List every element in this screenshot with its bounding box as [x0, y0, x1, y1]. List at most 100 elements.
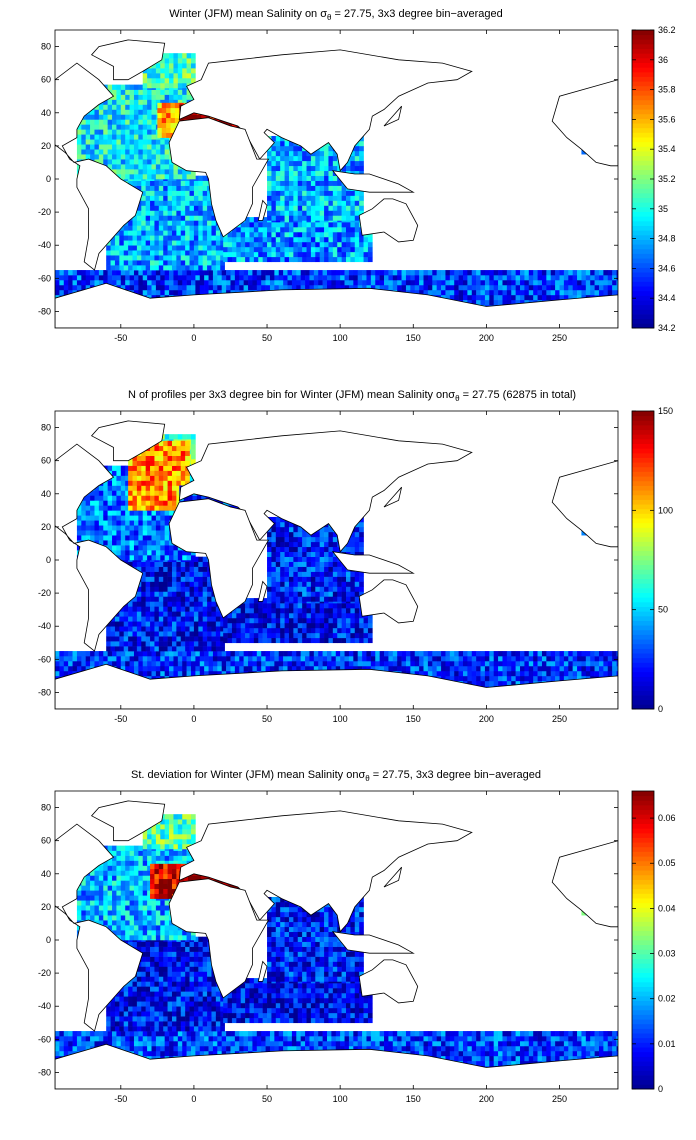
data-cell	[353, 656, 359, 662]
data-cell	[198, 205, 203, 211]
data-cell	[484, 289, 490, 296]
data-cell	[150, 576, 155, 582]
data-cell	[310, 180, 316, 186]
data-cell	[306, 205, 312, 211]
data-cell	[169, 169, 174, 175]
data-cell	[155, 139, 161, 145]
data-cell	[167, 601, 173, 607]
data-cell	[258, 231, 263, 238]
data-cell	[217, 660, 223, 667]
data-cell	[198, 566, 203, 572]
data-cell	[198, 586, 203, 592]
data-cell	[319, 170, 325, 176]
data-cell	[231, 251, 237, 258]
data-cell	[603, 670, 609, 677]
data-cell	[537, 670, 543, 677]
data-cell	[160, 169, 165, 175]
data-cell	[537, 279, 543, 286]
data-cell	[462, 294, 468, 301]
data-cell	[528, 294, 534, 301]
data-cell	[370, 270, 376, 276]
data-cell	[116, 270, 122, 276]
data-cell	[195, 651, 201, 657]
data-cell	[123, 606, 129, 612]
data-cell	[319, 165, 325, 172]
data-cell	[151, 129, 157, 135]
data-cell	[616, 665, 618, 672]
data-cell	[145, 621, 151, 627]
data-cell	[112, 119, 117, 125]
data-cell	[141, 190, 146, 196]
data-cell	[476, 294, 481, 301]
data-cell	[211, 250, 217, 256]
data-cell	[296, 665, 301, 672]
data-cell	[154, 581, 160, 587]
data-cell	[449, 289, 455, 296]
data-cell	[359, 246, 364, 253]
data-cell	[271, 190, 277, 196]
data-cell	[245, 217, 250, 223]
data-cell	[240, 231, 246, 238]
data-cell	[193, 200, 199, 206]
data-cell	[271, 160, 277, 167]
data-cell	[267, 185, 272, 191]
data-cell	[262, 251, 268, 258]
data-cell	[161, 102, 167, 109]
data-cell	[133, 279, 139, 286]
data-cell	[441, 270, 446, 276]
data-cell	[315, 205, 320, 211]
data-cell	[138, 174, 144, 180]
data-cell	[410, 270, 416, 276]
data-cell	[271, 175, 277, 181]
data-cell	[81, 134, 87, 140]
data-cell	[133, 154, 139, 160]
data-cell	[208, 651, 214, 657]
colorbar-segment	[632, 295, 654, 301]
data-cell	[306, 190, 312, 196]
data-cell	[357, 275, 363, 281]
data-cell	[515, 284, 521, 291]
data-cell	[353, 665, 359, 672]
data-cell	[164, 289, 170, 296]
data-cell	[319, 190, 325, 196]
data-cell	[256, 275, 262, 281]
data-cell	[318, 279, 323, 286]
data-cell	[297, 227, 303, 233]
data-cell	[138, 651, 144, 657]
data-cell	[528, 660, 534, 667]
data-cell	[150, 255, 155, 261]
data-cell	[288, 140, 294, 147]
data-cell	[128, 180, 133, 186]
data-cell	[128, 260, 133, 266]
data-cell	[112, 139, 117, 145]
data-cell	[63, 275, 69, 281]
data-cell	[112, 656, 117, 662]
data-cell	[185, 581, 190, 587]
data-cell	[158, 245, 164, 251]
data-cell	[328, 236, 334, 243]
data-cell	[136, 215, 142, 221]
data-cell	[163, 561, 168, 567]
data-cell	[594, 275, 600, 281]
data-cell	[467, 651, 473, 657]
data-cell	[563, 284, 569, 291]
data-cell	[267, 180, 272, 186]
data-cell	[280, 256, 285, 263]
data-cell	[199, 279, 205, 286]
data-cell	[341, 165, 347, 172]
data-cell	[204, 279, 209, 286]
data-cell	[190, 656, 196, 662]
data-cell	[258, 246, 263, 253]
data-cell	[348, 660, 354, 667]
data-cell	[541, 670, 547, 677]
data-cell	[550, 656, 556, 662]
data-cell	[302, 256, 307, 263]
data-cell	[182, 53, 187, 59]
data-cell	[173, 651, 179, 657]
panel-title: Winter (JFM) mean Salinity on σθ = 27.75…	[169, 8, 502, 22]
x-tick-label: 250	[552, 333, 567, 343]
data-cell	[598, 279, 604, 286]
data-cell	[537, 289, 543, 296]
data-cell	[106, 265, 111, 271]
data-cell	[132, 646, 138, 652]
